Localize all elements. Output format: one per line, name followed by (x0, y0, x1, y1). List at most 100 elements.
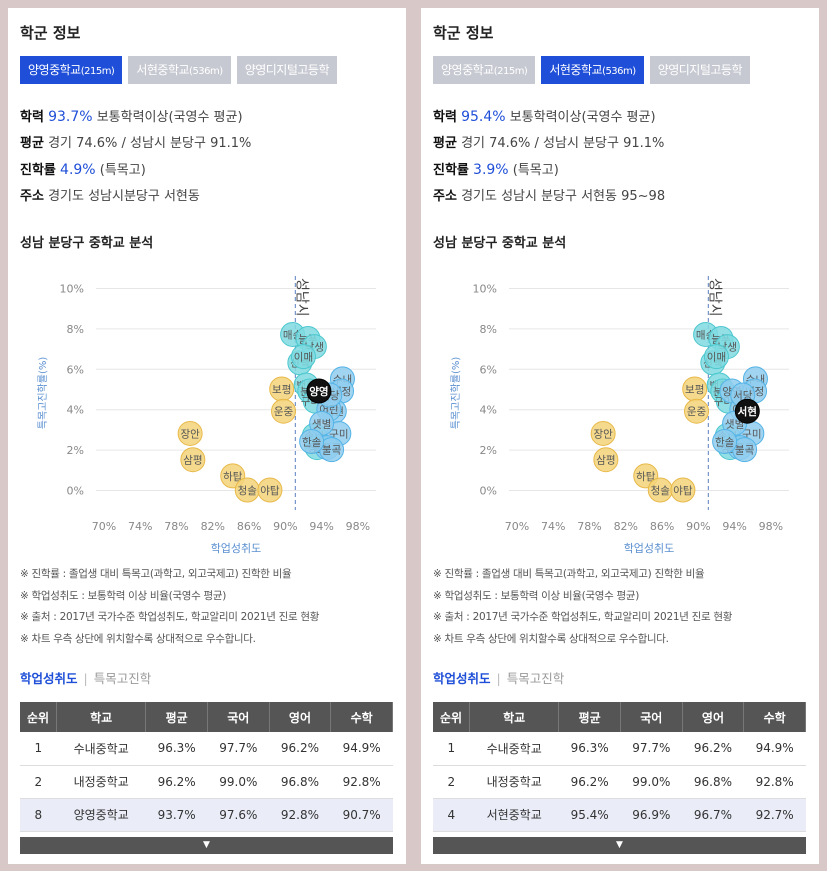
y-tick-label: 10% (473, 283, 497, 296)
table-header-cell: 수학 (743, 702, 806, 732)
school-info-panel-right: 학군 정보 양영중학교(215m) 서현중학교(536m) 양영디지털고등학 학력 … (421, 8, 819, 864)
data-point-label: 한솔 (715, 437, 735, 449)
tab-school-2[interactable]: 서현중학교(536m) (541, 56, 644, 84)
data-point: 야탑 (257, 477, 283, 503)
data-point-marker (271, 398, 297, 424)
x-tick-label: 90% (273, 520, 297, 533)
table-cell-school: 내정중학교 (469, 765, 559, 799)
table-cell-math: 94.9% (743, 732, 806, 766)
tab-school-3[interactable]: 양영디지털고등학 (236, 56, 338, 84)
tab-school-name: 서현중학교 (136, 63, 190, 77)
data-point: 청솔 (234, 477, 260, 503)
achievement-value: 95.4% (461, 109, 506, 125)
expand-table-button[interactable]: ▼ (20, 837, 393, 854)
advance-desc: (특목고) (512, 163, 559, 178)
y-tick-label: 2% (67, 444, 84, 457)
data-point: 청솔 (647, 477, 673, 503)
tab-school-2[interactable]: 서현중학교(536m) (128, 56, 231, 84)
chevron-down-icon: ▼ (203, 840, 210, 850)
data-point: 보평 (682, 376, 708, 402)
table-row[interactable]: 2 내정중학교 96.2% 99.0% 96.8% 92.8% (20, 765, 393, 799)
table-header-cell: 순위 (433, 702, 471, 732)
tab-school-1[interactable]: 양영중학교(215m) (20, 56, 123, 84)
subtab-divider: | (496, 671, 501, 686)
data-point-label: 장안 (180, 428, 200, 440)
tab-special-advance[interactable]: 특목고진학 (93, 671, 152, 686)
average-value: 경기 74.6% / 성남시 분당구 91.1% (461, 136, 665, 151)
data-point-marker (712, 429, 738, 455)
advance-row: 진학률 4.9% (특목고) (20, 157, 251, 184)
data-point-label: 샛별 (725, 418, 744, 430)
data-point-label: 삼평 (596, 455, 615, 467)
tab-special-advance[interactable]: 특목고진학 (506, 671, 565, 686)
y-tick-label: 2% (480, 444, 497, 457)
table-cell-school: 서현중학교 (469, 798, 559, 832)
data-point: 보평 (269, 376, 295, 402)
reference-line-label: 성남시 (706, 278, 722, 317)
table-cell-math: 92.7% (743, 798, 806, 832)
data-point-label: 한솔 (302, 437, 322, 449)
data-point-label: 장안 (593, 428, 613, 440)
table-row[interactable]: 4 서현중학교 95.4% 96.9% 96.7% 92.7% (433, 798, 806, 832)
address-label: 주소 (20, 189, 44, 204)
table-cell-eng: 96.7% (682, 798, 744, 832)
table-row[interactable]: 1 수내중학교 96.3% 97.7% 96.2% 94.9% (433, 732, 806, 766)
data-point-marker (593, 447, 619, 473)
table-header-cell: 영어 (269, 702, 332, 732)
data-point-label: 삼평 (183, 455, 202, 467)
average-label: 평균 (433, 136, 457, 151)
table-cell-eng: 96.8% (269, 765, 331, 799)
table-cell-eng: 96.2% (269, 732, 331, 766)
data-point-marker (684, 398, 710, 424)
note-line: ※ 차트 우측 상단에 위치할수록 상대적으로 우수합니다. (433, 632, 669, 645)
achievement-desc: 보통학력이상(국영수 평균) (509, 110, 656, 125)
x-tick-label: 98% (759, 520, 783, 533)
tab-school-name: 서현중학교 (549, 63, 603, 77)
y-tick-label: 8% (67, 323, 84, 336)
tab-school-1[interactable]: 양영중학교(215m) (433, 56, 536, 84)
data-point-label: 이매 (707, 352, 726, 364)
table-row[interactable]: 1 수내중학교 96.3% 97.7% 96.2% 94.9% (20, 732, 393, 766)
table-cell-eng: 96.2% (682, 732, 744, 766)
x-tick-label: 86% (650, 520, 674, 533)
note-line: ※ 학업성취도 : 보통학력 이상 비율(국영수 평균) (433, 589, 640, 602)
table-cell-avg: 96.2% (558, 765, 621, 799)
achievement-label: 학력 (20, 110, 44, 125)
tab-achievement[interactable]: 학업성취도 (433, 671, 491, 686)
school-info-panel-left: 학군 정보 양영중학교(215m) 서현중학교(536m) 양영디지털고등학 학력 … (8, 8, 406, 864)
table-cell-kor: 97.7% (207, 732, 270, 766)
tab-achievement[interactable]: 학업성취도 (20, 671, 78, 686)
x-tick-label: 78% (577, 520, 601, 533)
school-info: 학력 93.7% 보통학력이상(국영수 평균) 평균 경기 74.6% / 성남… (20, 104, 251, 210)
achievement-value: 93.7% (48, 109, 93, 125)
table-cell-school: 내정중학교 (56, 765, 146, 799)
average-value: 경기 74.6% / 성남시 분당구 91.1% (48, 136, 252, 151)
data-point-label: 청솔 (651, 485, 671, 497)
data-point: 샛별 (309, 410, 335, 436)
x-tick-label: 74% (541, 520, 565, 533)
school-tabs: 양영중학교(215m) 서현중학교(536m) 양영디지털고등학 (433, 56, 819, 84)
y-tick-label: 0% (480, 485, 497, 498)
y-tick-label: 8% (480, 323, 497, 336)
table-row[interactable]: 2 내정중학교 96.2% 99.0% 96.8% 92.8% (433, 765, 806, 799)
table-row[interactable]: 8 양영중학교 93.7% 97.6% 92.8% 90.7% (20, 798, 393, 832)
tab-school-distance: (536m) (189, 66, 223, 77)
y-tick-label: 6% (67, 363, 84, 376)
data-point: 이매 (703, 344, 729, 370)
x-tick-label: 98% (346, 520, 370, 533)
expand-table-button[interactable]: ▼ (433, 837, 806, 854)
table-cell-school: 수내중학교 (56, 732, 146, 766)
data-point: 야탑 (670, 477, 696, 503)
tab-school-3[interactable]: 양영디지털고등학 (649, 56, 751, 84)
note-line: ※ 진학률 : 졸업생 대비 특목고(과학고, 외고국제고) 진학한 비율 (20, 568, 292, 580)
data-point: 양영 (306, 378, 332, 404)
data-point-marker (299, 429, 325, 455)
table-cell-math: 90.7% (330, 798, 393, 832)
data-point-marker (177, 420, 203, 446)
tab-school-name: 양영중학교 (28, 63, 81, 77)
data-point: 삼평 (180, 447, 206, 473)
school-scatter-chart: 10% 8% 6% 4% 2% 0% 70% 74% 78% 82% 86% 90% 94% 98% 학업성… (37, 276, 376, 555)
table-header-cell: 순위 (20, 702, 58, 732)
advance-row: 진학률 3.9% (특목고) (433, 157, 665, 184)
note-line: ※ 진학률 : 졸업생 대비 특목고(과학고, 외고국제고) 진학한 비율 (433, 568, 705, 580)
